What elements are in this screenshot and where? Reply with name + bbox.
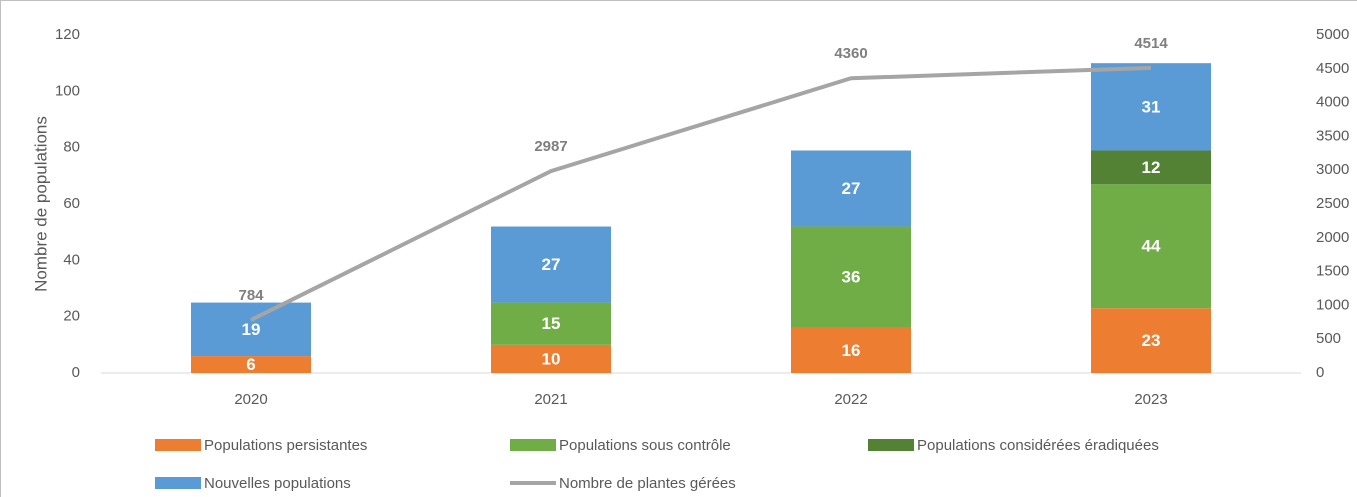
value-label: 15 (542, 314, 561, 333)
bar-segment (791, 226, 911, 328)
legend-swatch (510, 439, 556, 451)
y2-tick-label: 1500 (1316, 263, 1349, 280)
y-tick-label: 120 (55, 26, 80, 43)
value-label: 10 (542, 349, 561, 368)
legend-label: Populations sous contrôle (559, 437, 731, 454)
bar-segment (1091, 150, 1211, 185)
x-tick-label: 2022 (834, 391, 867, 408)
y2-tick-label: 2500 (1316, 195, 1349, 212)
y2-tick-label: 0 (1316, 364, 1324, 381)
bar-segment (491, 226, 611, 303)
x-tick-label: 2021 (534, 391, 567, 408)
legend-label: Nombre de plantes gérées (559, 475, 736, 492)
y2-tick-label: 500 (1316, 330, 1341, 347)
y2-tick-label: 2000 (1316, 229, 1349, 246)
y2-tick-label: 5000 (1316, 26, 1349, 43)
line-value-label: 2987 (534, 138, 567, 155)
legend-swatch (155, 477, 201, 489)
value-label: 31 (1142, 97, 1161, 116)
value-label: 44 (1142, 237, 1161, 256)
value-label: 12 (1142, 158, 1161, 177)
y2-tick-label: 4000 (1316, 94, 1349, 111)
line-value-label: 4514 (1134, 35, 1168, 52)
y2-tick-label: 4500 (1316, 60, 1349, 77)
bar-segment (791, 150, 911, 227)
y2-tick-label: 1000 (1316, 296, 1349, 313)
value-label: 27 (542, 255, 561, 274)
y2-tick-label: 3500 (1316, 127, 1349, 144)
legend-label: Nouvelles populations (204, 475, 351, 492)
y-tick-label: 100 (55, 82, 80, 99)
legend-label: Populations persistantes (204, 437, 367, 454)
bar-segment (191, 302, 311, 357)
bar-segment (1091, 308, 1211, 373)
line-value-label: 4360 (834, 45, 867, 62)
x-tick-label: 2023 (1134, 391, 1167, 408)
bar-segment (1091, 63, 1211, 151)
y-tick-label: 40 (63, 251, 80, 268)
line-series (250, 65, 1152, 322)
bar-segment (491, 302, 611, 345)
value-label: 27 (842, 179, 861, 198)
line-value-label: 784 (238, 287, 264, 304)
value-label: 36 (842, 268, 861, 287)
y-tick-label: 60 (63, 195, 80, 212)
legend-swatch (155, 439, 201, 451)
y-tick-label: 0 (72, 364, 80, 381)
bar-segment (791, 327, 911, 373)
y2-tick-label: 3000 (1316, 161, 1349, 178)
value-label: 19 (242, 320, 261, 339)
legend-swatch (868, 439, 914, 451)
bar-segment (491, 344, 611, 373)
value-label: 6 (246, 355, 255, 374)
legend-label: Populations considérées éradiquées (917, 437, 1159, 454)
bar-segment (1091, 184, 1211, 309)
x-tick-label: 2020 (234, 391, 267, 408)
bar-segment (191, 356, 311, 373)
y-tick-label: 80 (63, 139, 80, 156)
value-label: 16 (842, 341, 861, 360)
y-axis-title: Nombre de populations (31, 116, 50, 292)
value-label: 23 (1142, 331, 1161, 350)
y-tick-label: 20 (63, 308, 80, 325)
